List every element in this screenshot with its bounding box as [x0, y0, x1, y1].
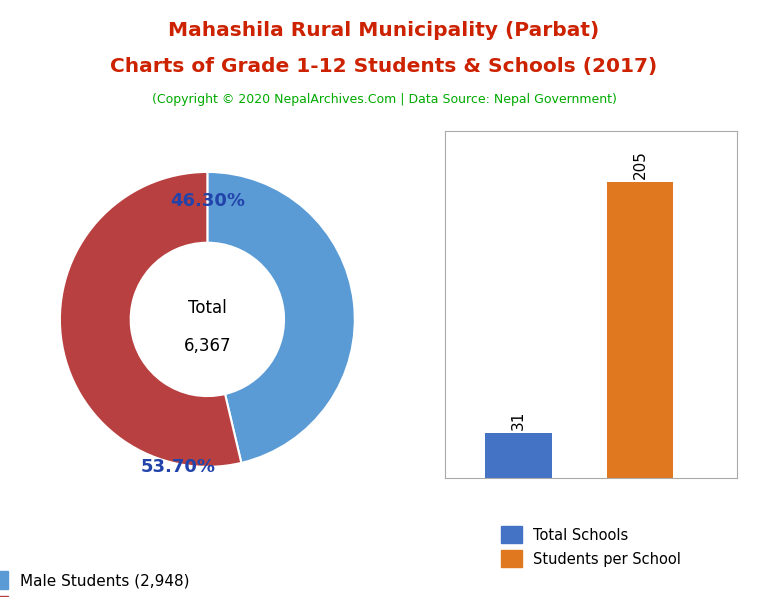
Text: 205: 205	[633, 150, 647, 179]
Text: Total: Total	[188, 298, 227, 316]
Text: 53.70%: 53.70%	[141, 458, 215, 476]
Text: 46.30%: 46.30%	[170, 192, 245, 210]
Legend: Total Schools, Students per School: Total Schools, Students per School	[502, 527, 681, 567]
Bar	[485, 433, 552, 478]
Bar	[607, 181, 674, 478]
Wedge shape	[60, 172, 241, 467]
Text: Mahashila Rural Municipality (Parbat): Mahashila Rural Municipality (Parbat)	[168, 21, 600, 40]
Wedge shape	[207, 172, 355, 463]
Text: 31: 31	[511, 411, 526, 430]
Text: 6,367: 6,367	[184, 337, 231, 355]
Text: Charts of Grade 1-12 Students & Schools (2017): Charts of Grade 1-12 Students & Schools …	[111, 57, 657, 76]
Legend: Male Students (2,948), Female Students (3,419): Male Students (2,948), Female Students (…	[0, 571, 209, 597]
Text: (Copyright © 2020 NepalArchives.Com | Data Source: Nepal Government): (Copyright © 2020 NepalArchives.Com | Da…	[151, 93, 617, 106]
